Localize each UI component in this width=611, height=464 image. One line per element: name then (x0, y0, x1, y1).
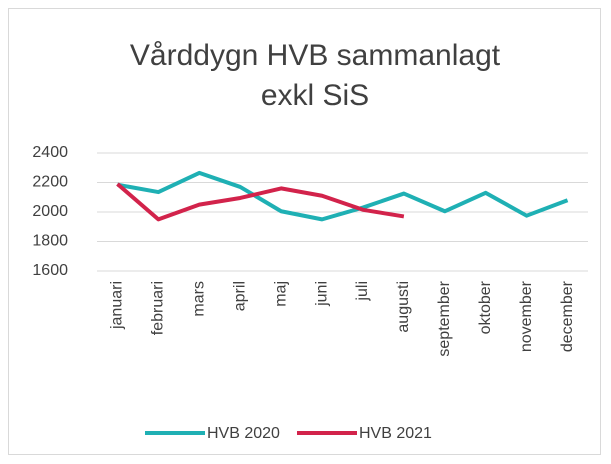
chart-frame (8, 8, 601, 455)
series-line (116, 182, 405, 222)
x-tick-label: juni (313, 281, 330, 307)
y-tick-label: 2000 (32, 203, 68, 220)
y-tick-label: 1800 (32, 233, 68, 250)
chart-title: Vårddygn HVB sammanlagt exkl SiS (129, 39, 501, 112)
x-tick-label: december (559, 280, 576, 352)
x-tick-label: september (436, 280, 453, 356)
x-tick-label: april (231, 281, 248, 311)
legend-label: HVB 2021 (359, 425, 432, 442)
y-tick-label: 2200 (32, 174, 68, 191)
y-tick-label: 2400 (32, 144, 68, 161)
x-tick-label: november (518, 280, 535, 352)
x-tick-label: oktober (477, 280, 494, 334)
x-tick-label: juli (354, 281, 371, 302)
x-tick-label: augusti (395, 281, 412, 333)
legend-label: HVB 2020 (207, 425, 280, 442)
series-line (117, 170, 569, 222)
x-tick-label: januari (109, 281, 126, 330)
x-tick-label: februari (150, 281, 167, 335)
x-tick-label: maj (272, 281, 289, 307)
y-tick-label: 1600 (32, 262, 68, 279)
x-tick-label: mars (191, 281, 208, 317)
